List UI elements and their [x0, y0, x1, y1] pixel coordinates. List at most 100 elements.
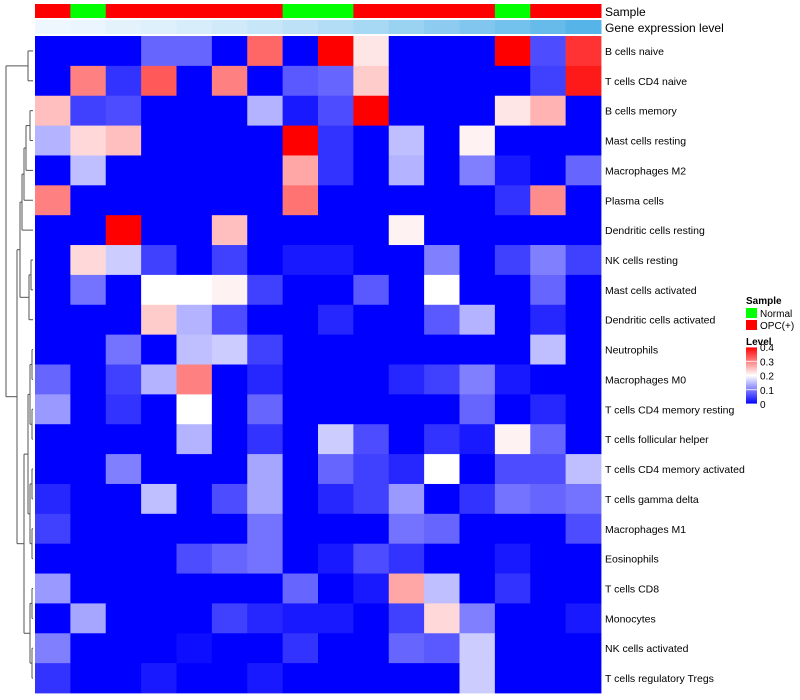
- heatmap-cell: [388, 424, 425, 455]
- heatmap-cell: [388, 125, 425, 156]
- heatmap-cell: [459, 334, 496, 365]
- heatmap-cell: [247, 633, 284, 664]
- heatmap-cell: [282, 155, 319, 186]
- row-label: B cells naive: [605, 46, 664, 58]
- heatmap-cell: [353, 155, 390, 186]
- heatmap-cell: [459, 95, 496, 126]
- heatmap-cell: [35, 65, 71, 97]
- heatmap-cell: [459, 364, 496, 395]
- heatmap-cell: [459, 215, 496, 246]
- row-label: Macrophages M2: [605, 165, 686, 177]
- row-label: Mast cells resting: [605, 136, 686, 148]
- heatmap-cell: [388, 543, 425, 574]
- row-label: Dendritic cells activated: [605, 315, 715, 327]
- gene-expression-annotation-cell: [494, 20, 531, 34]
- heatmap-cell: [530, 543, 567, 574]
- gene-expression-annotation-cell: [70, 20, 107, 34]
- heatmap-cell: [105, 633, 142, 664]
- heatmap-cell: [105, 394, 142, 425]
- heatmap-cell: [247, 155, 284, 186]
- heatmap-cell: [176, 36, 213, 67]
- heatmap-cell: [459, 36, 496, 67]
- heatmap-cell: [424, 513, 460, 545]
- heatmap-cell: [105, 65, 142, 97]
- gene-expression-annotation-cell: [424, 20, 460, 34]
- heatmap-cell: [211, 663, 248, 694]
- heatmap-cell: [424, 483, 460, 515]
- heatmap-cell: [176, 663, 213, 694]
- gene-expression-annotation-cell: [176, 20, 213, 34]
- heatmap-cell: [35, 334, 71, 365]
- heatmap-cell: [318, 633, 354, 664]
- heatmap-cell: [318, 274, 354, 306]
- heatmap-cell: [176, 603, 213, 634]
- heatmap-cell: [70, 95, 107, 126]
- heatmap-cell: [424, 424, 460, 455]
- row-label: T cells regulatory Tregs: [605, 673, 714, 685]
- heatmap-cell: [211, 155, 248, 186]
- heatmap-cell: [176, 185, 213, 216]
- heatmap-cell: [565, 215, 602, 246]
- heatmap-cell: [35, 663, 71, 694]
- annotation-row-label: Sample: [605, 5, 646, 19]
- heatmap-cell: [530, 215, 567, 246]
- heatmap-cell: [176, 454, 213, 485]
- heatmap-cell: [141, 245, 177, 276]
- heatmap-cell: [176, 274, 213, 306]
- heatmap-cell: [70, 543, 107, 574]
- heatmap-cell: [35, 364, 71, 395]
- heatmap-cell: [247, 95, 284, 126]
- sample-legend-swatch: [746, 320, 757, 330]
- heatmap-cell: [35, 573, 71, 604]
- heatmap-cell: [141, 454, 177, 485]
- heatmap-cell: [530, 36, 567, 67]
- heatmap-cell: [35, 543, 71, 574]
- heatmap-cell: [318, 36, 354, 67]
- heatmap-cell: [353, 663, 390, 694]
- heatmap-cell: [388, 155, 425, 186]
- heatmap-cell: [141, 125, 177, 156]
- heatmap-cell: [388, 573, 425, 604]
- heatmap-cell: [424, 185, 460, 216]
- sample-annotation-cell: [318, 4, 354, 18]
- heatmap-cell: [459, 603, 496, 634]
- heatmap-cell: [105, 245, 142, 276]
- heatmap-cell: [105, 483, 142, 515]
- row-label: Macrophages M0: [605, 374, 686, 386]
- heatmap-cell: [565, 663, 602, 694]
- heatmap-cell: [565, 334, 602, 365]
- heatmap-cell: [388, 95, 425, 126]
- heatmap-cell: [105, 543, 142, 574]
- heatmap-cell: [318, 603, 354, 634]
- heatmap-cell: [282, 633, 319, 664]
- heatmap-cell: [424, 95, 460, 126]
- heatmap-cell: [388, 274, 425, 306]
- heatmap-cell: [247, 304, 284, 336]
- heatmap-cell: [105, 334, 142, 365]
- heatmap-cell: [353, 424, 390, 455]
- heatmap-cell: [282, 454, 319, 485]
- heatmap-cell: [565, 245, 602, 276]
- heatmap-cell: [70, 334, 107, 365]
- heatmap-cell: [176, 155, 213, 186]
- heatmap-cell: [388, 215, 425, 246]
- heatmap-cell: [247, 513, 284, 545]
- heatmap-cell: [494, 125, 531, 156]
- heatmap-cell: [35, 185, 71, 216]
- heatmap-cell: [176, 394, 213, 425]
- sample-annotation-cell: [141, 4, 177, 18]
- heatmap-cell: [247, 65, 284, 97]
- heatmap-cell: [211, 543, 248, 574]
- heatmap-cell: [494, 573, 531, 604]
- heatmap-cell: [565, 394, 602, 425]
- gene-expression-annotation-cell: [353, 20, 390, 34]
- heatmap-cell: [353, 633, 390, 664]
- heatmap-cell: [141, 663, 177, 694]
- heatmap-cell: [353, 125, 390, 156]
- heatmap-cell: [35, 36, 71, 67]
- heatmap-cell: [211, 125, 248, 156]
- heatmap-cell: [247, 663, 284, 694]
- heatmap-cell: [282, 483, 319, 515]
- gene-expression-annotation-cell: [105, 20, 142, 34]
